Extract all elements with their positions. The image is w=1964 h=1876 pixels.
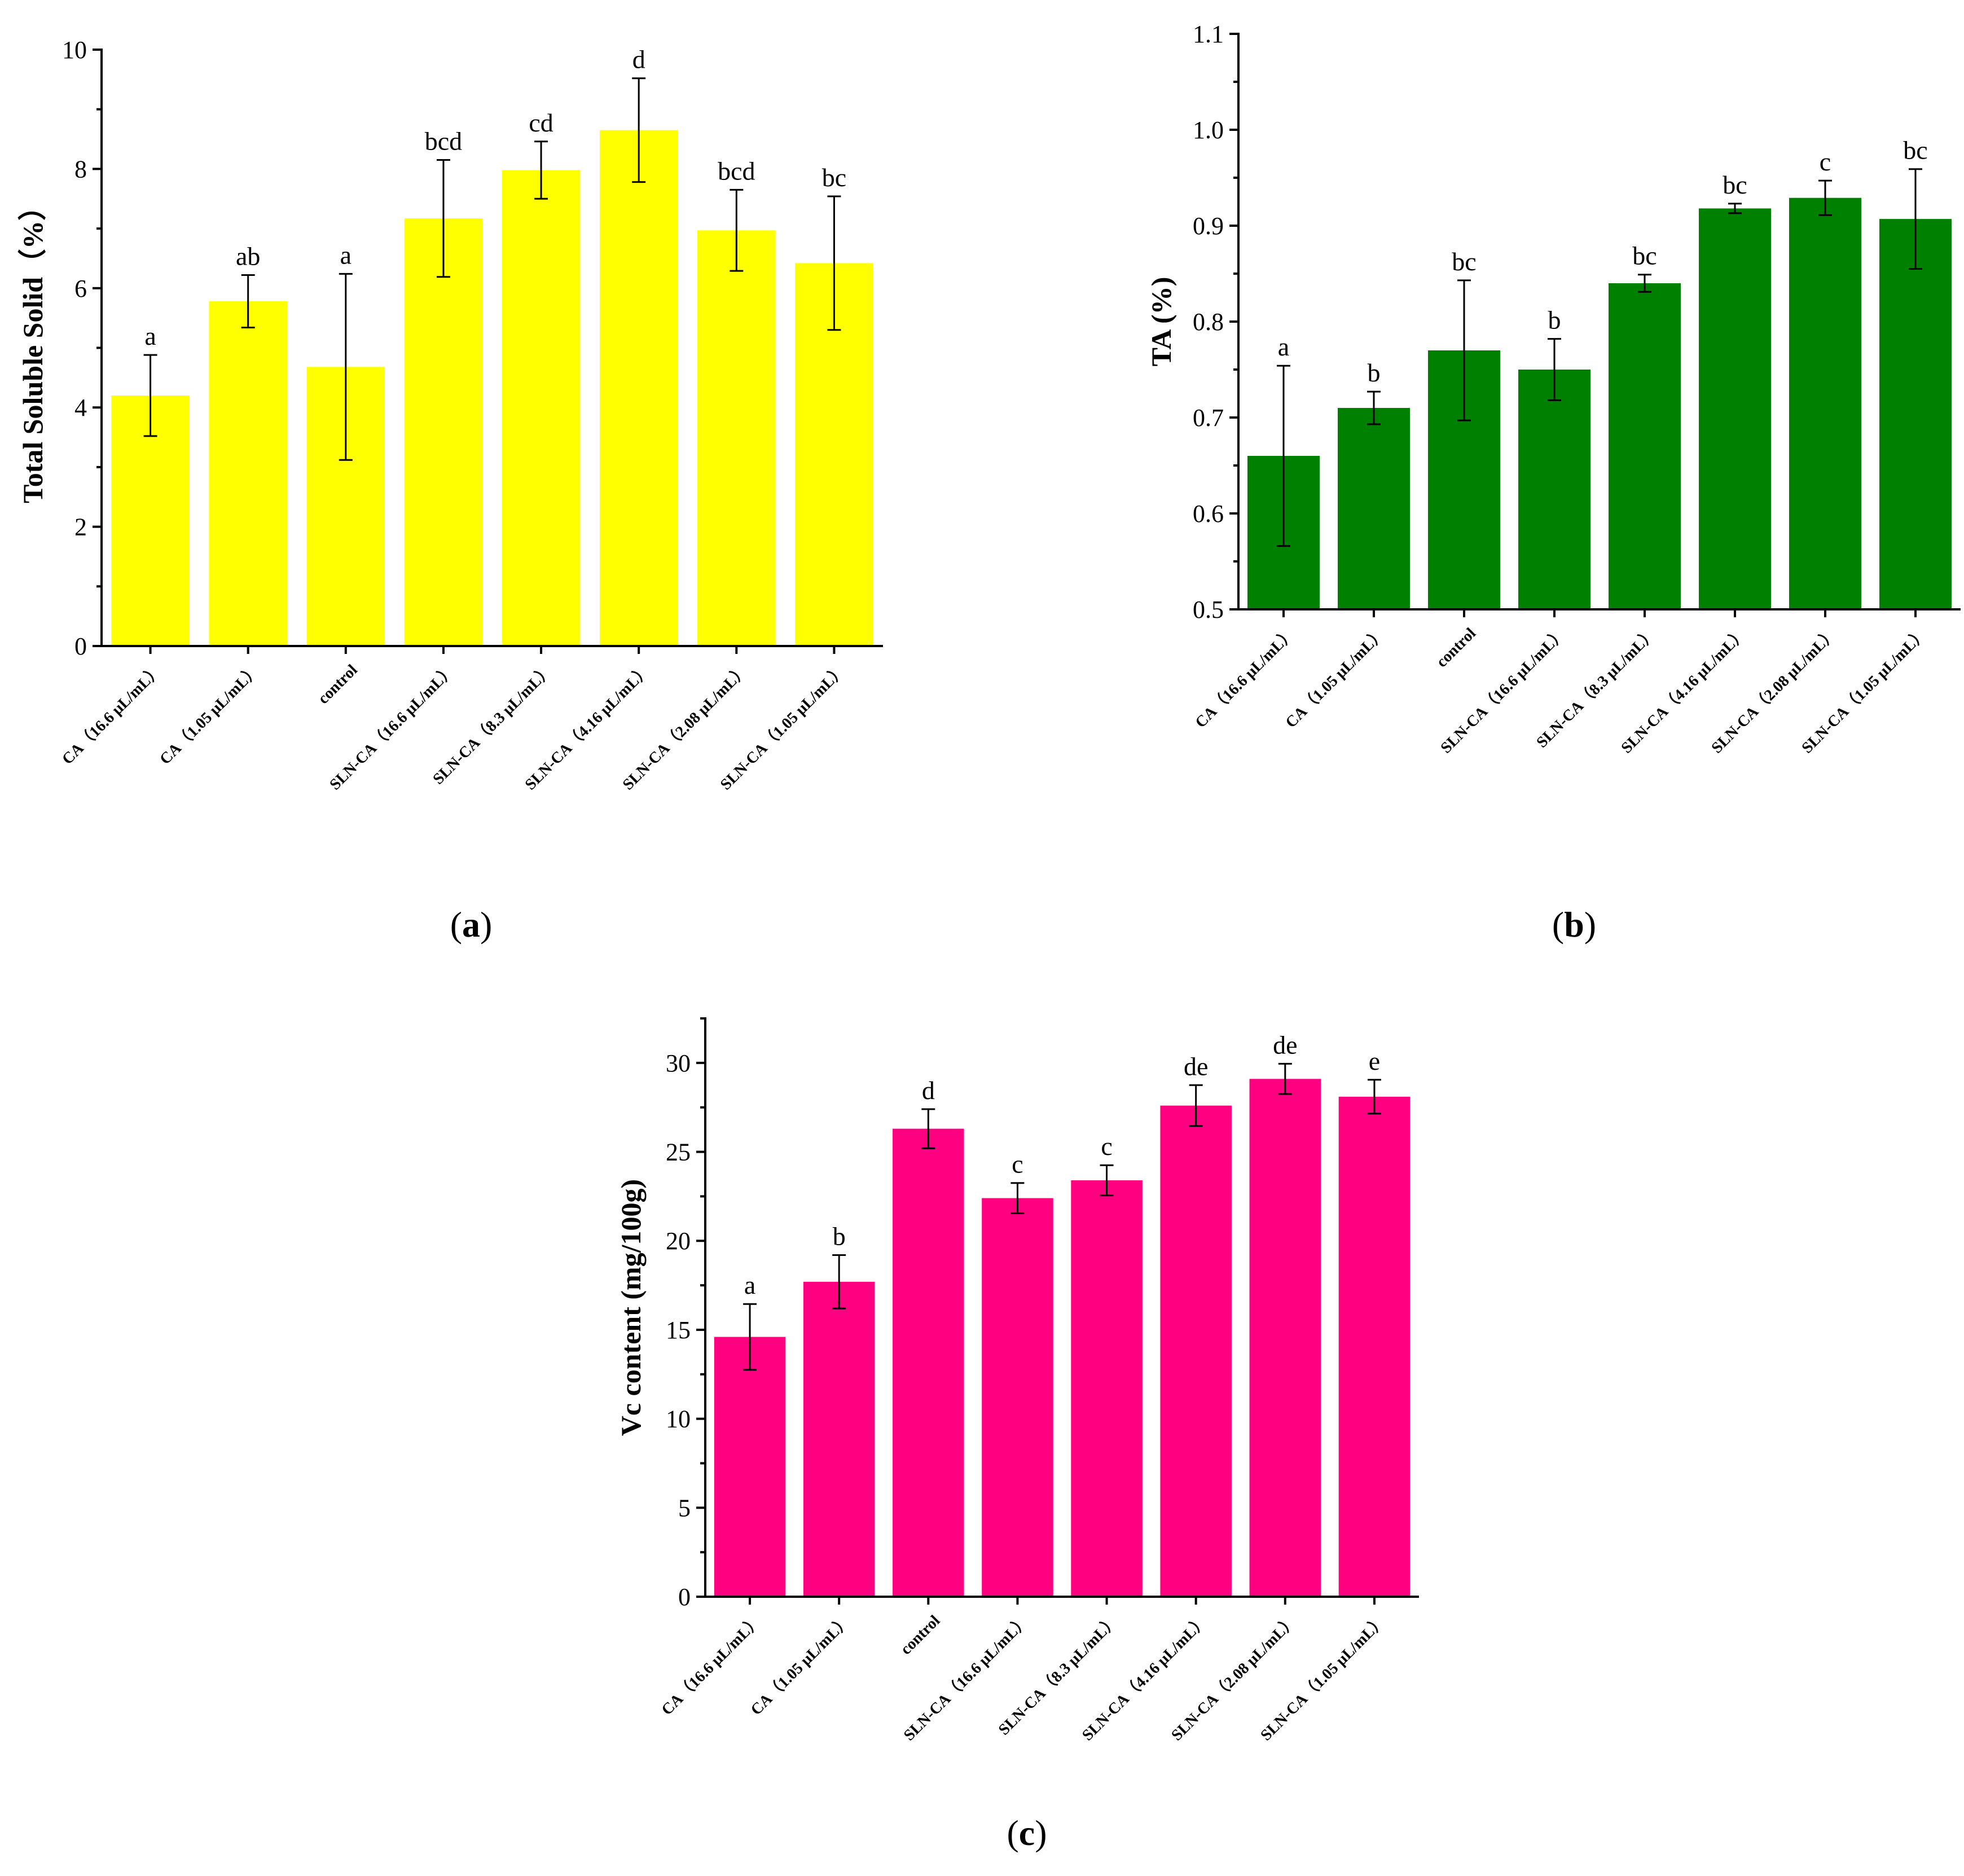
y-tick-label: 1.0 [1193, 116, 1224, 144]
x-category-label: control [897, 1612, 943, 1658]
y-tick-label: 15 [666, 1316, 691, 1344]
significance-label: bc [1452, 247, 1476, 276]
y-tick-label: 4 [74, 394, 87, 421]
y-tick-label: 5 [678, 1494, 691, 1522]
y-tick-label: 10 [666, 1405, 691, 1433]
significance-label: bc [1632, 241, 1657, 270]
significance-label: c [1820, 147, 1831, 176]
significance-label: e [1369, 1047, 1380, 1075]
panel-label: (c) [1007, 1813, 1047, 1853]
chart-c-vc-content: a b d c c de de e 0 5 10 15 20 25 30 CA（16.6 μL/mL）CA（1… [615, 1017, 1419, 1853]
significance-label: a [340, 240, 352, 269]
y-tick-label: 30 [666, 1049, 691, 1077]
x-category-label: CA（16.6 μL/mL） [1191, 624, 1299, 732]
panel-label: (a) [450, 904, 493, 944]
y-tick-label: 20 [666, 1227, 691, 1255]
significance-label: c [1012, 1150, 1023, 1179]
bar [1338, 408, 1410, 609]
y-tick-label: 1.1 [1193, 20, 1224, 48]
bar [502, 170, 581, 646]
x-category-label: CA（16.6 μL/mL） [58, 661, 166, 768]
bar [1249, 1079, 1321, 1597]
bar [1518, 370, 1590, 609]
significance-label: cd [529, 108, 553, 137]
y-tick-label: 0 [74, 632, 87, 660]
y-axis-title: TA (%) [1145, 277, 1177, 367]
bar [803, 1281, 875, 1597]
y-tick-label: 0 [678, 1583, 691, 1611]
significance-label: ab [236, 242, 260, 271]
y-tick-label: 0.9 [1193, 212, 1224, 240]
bar [1879, 219, 1952, 610]
y-tick-label: 0.8 [1193, 308, 1224, 336]
significance-label: b [1548, 306, 1561, 335]
bar [893, 1128, 964, 1597]
significance-label: bc [1723, 170, 1747, 199]
significance-label: d [922, 1076, 935, 1105]
bar [599, 130, 678, 646]
y-tick-label: 25 [666, 1139, 691, 1166]
y-tick-label: 0.7 [1193, 404, 1224, 432]
y-tick-label: 6 [74, 275, 87, 302]
x-category-label: control [315, 661, 361, 708]
x-category-label: CA（1.05 μL/mL） [1281, 624, 1389, 732]
significance-label: a [744, 1271, 755, 1299]
significance-label: bc [1903, 136, 1927, 165]
significance-label: de [1273, 1030, 1297, 1059]
significance-label: d [632, 45, 645, 74]
chart-b-titratable-acidity: a b bc b bc bc c bc 0.5 0.6 0.7 0.8 0.9 1.0 1.1 CA（16.6… [1145, 20, 1961, 944]
bar [1071, 1180, 1143, 1597]
bar [697, 230, 776, 646]
y-axis-title: Vc content (mg/100g) [615, 1179, 647, 1436]
y-tick-label: 0.5 [1193, 596, 1224, 623]
chart-a-total-soluble-solid: a ab a bcd cd d bcd bc 0 2 4 6 8 10 CA（16.6 μL/mL）CA（1… [17, 36, 883, 944]
x-category-label: CA（1.05 μL/mL） [156, 661, 263, 768]
y-tick-label: 10 [62, 36, 87, 64]
significance-label: bc [822, 163, 846, 192]
x-category-label: CA（16.6 μL/mL） [657, 1611, 765, 1719]
significance-label: b [1368, 358, 1381, 387]
significance-label: b [833, 1222, 846, 1250]
significance-label: bcd [718, 156, 755, 185]
bar [1609, 283, 1681, 609]
bar [982, 1198, 1053, 1597]
significance-label: a [1278, 332, 1289, 361]
bar [209, 301, 287, 646]
significance-label: a [144, 322, 156, 350]
y-tick-label: 8 [74, 155, 87, 183]
y-axis-title: Total Soluble Solid（%） [17, 192, 49, 503]
x-category-label: control [1433, 625, 1479, 671]
x-category-label: CA（1.05 μL/mL） [746, 1611, 854, 1719]
bar [1160, 1105, 1232, 1597]
y-tick-label: 2 [74, 513, 87, 541]
bar [111, 396, 190, 646]
panel-label: (b) [1552, 904, 1596, 944]
significance-label: de [1184, 1052, 1208, 1080]
bar [1789, 197, 1861, 609]
significance-label: c [1101, 1132, 1112, 1161]
bar [714, 1337, 786, 1597]
significance-label: bcd [425, 127, 462, 156]
y-tick-label: 0.6 [1193, 500, 1224, 528]
bar [1699, 208, 1771, 609]
bar [1338, 1096, 1411, 1597]
bar [404, 218, 483, 647]
